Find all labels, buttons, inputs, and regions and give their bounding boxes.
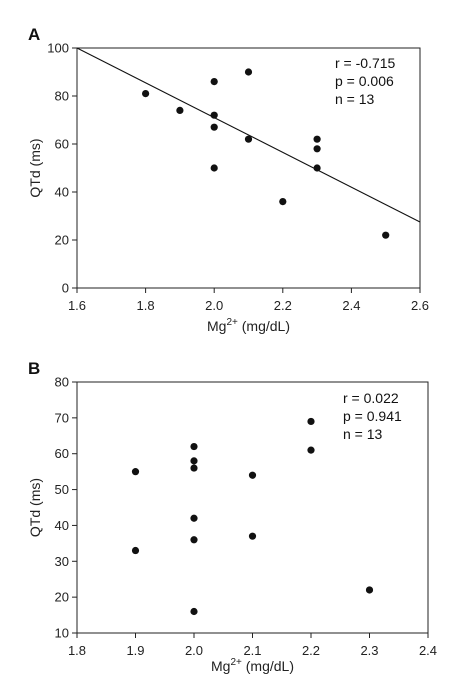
stat-text: n = 13 xyxy=(335,91,375,107)
panel-label: A xyxy=(28,25,40,44)
y-tick-label: 10 xyxy=(55,626,69,641)
x-tick-label: 1.8 xyxy=(68,643,86,658)
y-tick-label: 60 xyxy=(55,446,69,461)
data-point xyxy=(313,145,321,153)
x-tick-label: 1.8 xyxy=(137,298,155,313)
data-point xyxy=(190,536,198,544)
panel-a-chart: A 0 20 40 60 80 100 1.6 1.8 2.0 2.2 2.4 2.6 QTd (ms) M… xyxy=(27,25,429,334)
x-axis-label: Mg2+ (mg/dL) xyxy=(207,317,290,334)
x-tick-label: 2.1 xyxy=(243,643,261,658)
y-tick-label: 20 xyxy=(55,233,69,248)
stat-text: p = 0.941 xyxy=(343,408,402,424)
y-tick-label: 80 xyxy=(55,375,69,390)
x-tick-label: 2.4 xyxy=(419,643,437,658)
x-tick-label: 1.6 xyxy=(68,298,86,313)
x-tick-label: 2.6 xyxy=(411,298,429,313)
stat-text: p = 0.006 xyxy=(335,73,394,89)
x-tick-label: 2.4 xyxy=(342,298,360,313)
x-axis-label-unit: (mg/dL) xyxy=(238,318,290,334)
x-axis-label-superscript: 2+ xyxy=(230,657,242,668)
y-tick-label: 0 xyxy=(62,281,69,296)
data-point xyxy=(190,457,198,465)
data-point xyxy=(190,607,198,616)
data-point xyxy=(176,106,184,114)
y-tick-label: 50 xyxy=(55,482,69,497)
y-tick-label: 30 xyxy=(55,554,69,569)
panel-label: B xyxy=(28,359,40,378)
data-point xyxy=(190,442,198,451)
x-tick-label: 2.2 xyxy=(274,298,292,313)
data-point xyxy=(279,198,287,206)
data-point xyxy=(210,123,218,131)
data-point xyxy=(210,78,218,86)
x-axis-label: Mg2+ (mg/dL) xyxy=(211,657,294,674)
data-point xyxy=(142,90,150,98)
stat-text: r = -0.715 xyxy=(335,55,396,71)
x-axis-label-main: Mg xyxy=(211,658,230,674)
x-tick-label: 2.2 xyxy=(302,643,320,658)
data-point xyxy=(131,546,140,555)
plot-frame xyxy=(76,47,421,289)
data-point xyxy=(210,164,218,172)
regression-line xyxy=(76,47,421,223)
data-point xyxy=(244,135,253,143)
data-point xyxy=(244,68,253,76)
data-point xyxy=(382,231,390,239)
data-point xyxy=(313,164,321,172)
data-point xyxy=(248,471,257,479)
y-axis-label: QTd (ms) xyxy=(27,138,43,197)
stat-text: r = 0.022 xyxy=(343,390,399,406)
data-point xyxy=(190,464,198,472)
x-tick-label: 1.9 xyxy=(126,643,144,658)
x-tick-label: 2.0 xyxy=(185,643,203,658)
y-tick-label: 60 xyxy=(55,137,69,152)
data-point xyxy=(248,532,257,540)
y-tick-label: 70 xyxy=(55,410,69,425)
data-point xyxy=(307,417,315,426)
data-point xyxy=(190,514,198,522)
x-axis-label-superscript: 2+ xyxy=(226,317,238,328)
panel-b-chart: B 10 20 30 40 50 60 70 80 1.8 1.9 2.0 2.1 2.2 2.3 2.4 QT… xyxy=(27,359,437,674)
x-axis-label-main: Mg xyxy=(207,318,226,334)
data-point xyxy=(131,468,140,476)
y-tick-label: 40 xyxy=(55,518,69,533)
y-tick-label: 40 xyxy=(55,185,69,200)
data-point xyxy=(307,446,315,454)
x-tick-label: 2.0 xyxy=(205,298,223,313)
data-point xyxy=(313,135,321,143)
y-axis-label: QTd (ms) xyxy=(27,478,43,537)
data-point xyxy=(210,111,218,119)
data-point xyxy=(365,586,374,594)
stat-text: n = 13 xyxy=(343,426,383,442)
x-axis-label-unit: (mg/dL) xyxy=(242,658,294,674)
y-tick-label: 20 xyxy=(55,590,69,605)
y-tick-label: 80 xyxy=(55,89,69,104)
y-tick-label: 100 xyxy=(47,41,69,56)
x-tick-label: 2.3 xyxy=(360,643,378,658)
